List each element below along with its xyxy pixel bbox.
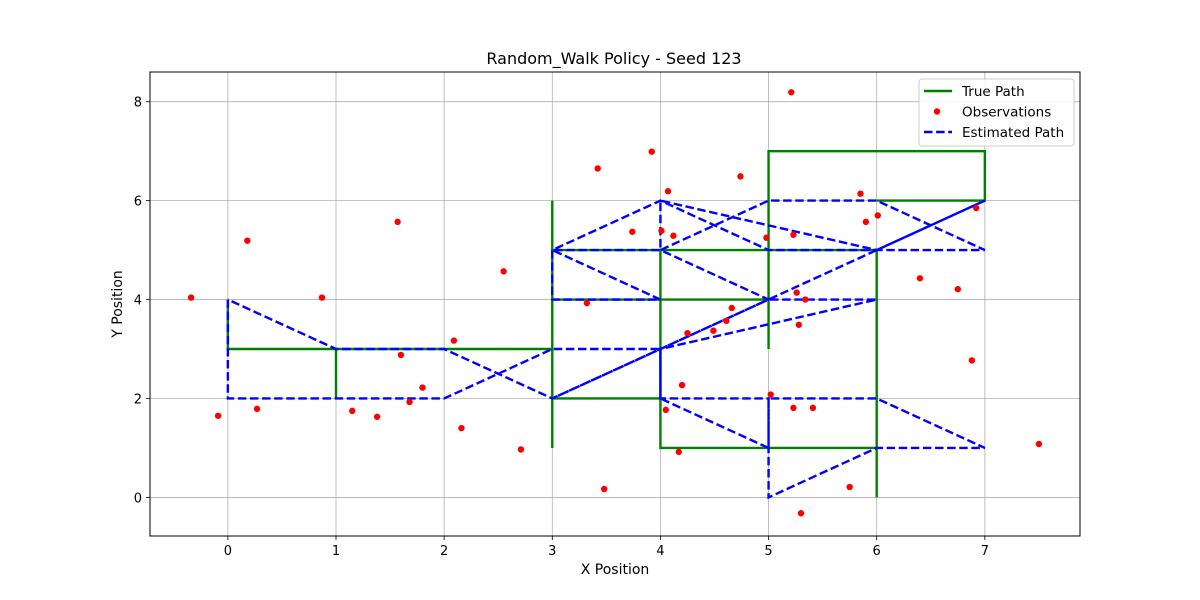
y-tick-label: 2 <box>134 392 142 407</box>
x-tick-label: 3 <box>548 544 556 559</box>
y-axis: 0 2 4 6 8 <box>134 96 150 506</box>
observation-point <box>862 218 870 226</box>
observation-point <box>763 234 770 241</box>
legend-label: Estimated Path <box>962 125 1064 141</box>
observation-point <box>500 268 507 275</box>
observation-point <box>790 404 797 412</box>
observation-point <box>793 289 800 296</box>
observation-point <box>648 148 655 155</box>
legend-marker-observations <box>933 108 941 115</box>
y-tick-label: 6 <box>134 195 142 210</box>
observation-point <box>187 294 195 301</box>
observation-point <box>406 398 413 406</box>
observation-point <box>517 446 525 453</box>
x-tick-label: 5 <box>764 544 772 559</box>
y-tick-label: 4 <box>134 294 142 309</box>
observation-point <box>1035 440 1043 448</box>
observation-point <box>678 381 686 389</box>
observation-point <box>809 404 817 412</box>
observation-point <box>795 321 803 328</box>
observations-series <box>187 89 1043 517</box>
observation-point <box>710 327 717 334</box>
observation-point <box>916 275 924 282</box>
observation-point <box>788 89 795 96</box>
observation-point <box>662 406 670 414</box>
x-tick-label: 0 <box>224 544 232 559</box>
x-tick-label: 4 <box>656 544 664 559</box>
observation-point <box>458 424 465 432</box>
x-axis: 0 1 2 3 4 5 6 7 <box>224 536 989 559</box>
observation-point <box>670 232 677 239</box>
observation-point <box>253 405 261 413</box>
observation-point <box>802 296 809 303</box>
observation-point <box>684 329 691 337</box>
y-tick-label: 0 <box>134 491 142 506</box>
x-tick-label: 7 <box>981 544 989 559</box>
observation-point <box>664 188 672 195</box>
observation-point <box>728 304 735 312</box>
observation-point <box>723 317 730 325</box>
observation-point <box>954 285 962 293</box>
observation-point <box>419 384 426 391</box>
observation-point <box>737 173 744 180</box>
observation-point <box>846 483 853 491</box>
legend-label: True Path <box>961 84 1025 100</box>
observation-point <box>583 299 591 307</box>
observation-point <box>968 357 976 364</box>
observation-point <box>857 190 864 197</box>
observation-point <box>318 294 326 301</box>
x-tick-label: 1 <box>332 544 340 559</box>
x-tick-label: 2 <box>440 544 448 559</box>
legend-box <box>918 78 1075 147</box>
y-tick-label: 8 <box>134 96 142 111</box>
observation-point <box>349 407 356 415</box>
estimated-path-line <box>226 199 986 500</box>
y-axis-label: Y Position <box>110 270 126 339</box>
observation-point <box>797 510 805 517</box>
observation-point <box>767 391 774 398</box>
observation-point <box>594 165 601 172</box>
plot-frame <box>149 71 1081 537</box>
observation-point <box>214 412 222 419</box>
observation-point <box>397 351 405 359</box>
observation-point <box>658 227 665 234</box>
observation-point <box>675 448 683 456</box>
observation-point <box>600 485 608 493</box>
legend: True Path Observations Estimated Path <box>918 78 1075 147</box>
observation-point <box>629 228 636 235</box>
true-path-line <box>226 149 987 498</box>
observation-point <box>790 231 797 238</box>
observation-point <box>450 337 458 344</box>
legend-label: Observations <box>962 105 1051 121</box>
x-axis-label: X Position <box>581 562 650 578</box>
observation-point <box>373 413 381 420</box>
observation-point <box>972 204 980 212</box>
observation-point <box>874 212 881 219</box>
observation-point <box>244 237 251 244</box>
chart-title: Random_Walk Policy - Seed 123 <box>486 49 741 69</box>
series-layer <box>187 89 1043 517</box>
x-tick-label: 6 <box>873 544 881 559</box>
observation-point <box>394 218 401 226</box>
